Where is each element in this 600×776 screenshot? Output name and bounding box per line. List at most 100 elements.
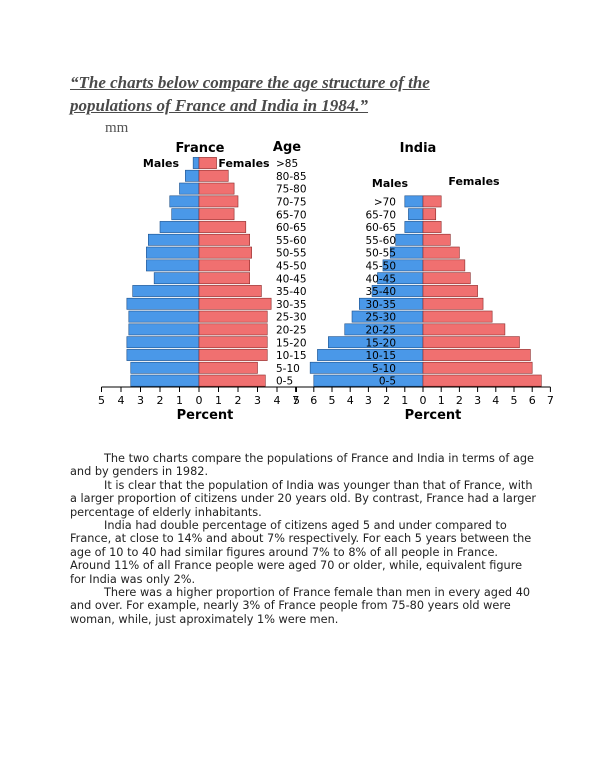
india-tick-label-2: 5 [329,394,336,407]
india-age-label-20-25: 20-25 [365,325,396,337]
france-age-label-15-20: 15-20 [276,337,307,349]
paragraph-1: The two charts compare the populations o… [70,452,535,479]
india-tick-label-4: 3 [365,394,372,407]
india-tick-label-7: 0 [420,394,427,407]
france-age-label-55-60: 55-60 [276,235,307,247]
france-female-bar-55-60 [198,233,251,246]
france-tick-label-3: 2 [157,394,164,407]
france-tick-label-4: 1 [176,394,183,407]
france-female-bar-25-30 [198,310,268,323]
france-male-bar-10-15 [126,349,200,361]
france-females-label: Females [218,157,270,170]
india-male-bar-65-70 [408,208,424,221]
india-tick-label-10: 3 [474,394,481,407]
india-age-label-60-65: 60-65 [365,222,396,234]
india-female-bar-0-5 [422,374,542,387]
france-female-bar-40-45 [198,272,251,285]
paragraph-3: India had double percentage of citizens … [70,519,532,586]
india-age-label-5-10: 5-10 [372,363,396,375]
body-text: The two charts compare the populations o… [70,452,540,626]
france-male-bar-75-80 [179,182,200,195]
india-female-bar-50-55 [422,246,460,259]
india-age-label-35-40: 35-40 [365,286,396,298]
france-male-bar-40-45 [153,272,200,285]
france-tick-label-7: 2 [235,394,242,407]
france-male-bar-50-55 [146,246,200,259]
india-females-label: Females [448,175,500,188]
india-age-label-30-35: 30-35 [365,299,396,311]
india-female-bar-55-60 [422,233,451,246]
france-female-bar-10-15 [198,349,268,361]
france-age-label-5-10: 5-10 [276,363,300,375]
india-female-bar-60-65 [422,221,442,233]
france-age-label-35-40: 35-40 [276,286,307,298]
france-female-bar-5-10 [198,361,258,374]
india-tick-label-3: 4 [347,394,354,407]
france-female-bar-65-70 [198,208,235,221]
india-age-label-15-20: 15-20 [365,337,396,349]
paragraph-4: There was a higher proportion of France … [70,586,531,626]
india-chart: 0-55-1010-1515-2020-2525-3030-3535-4040-… [292,195,554,407]
india-female-bar-15-20 [422,336,520,349]
france-age-label-10-15: 10-15 [276,350,307,362]
france-age-label-65-70: 65-70 [276,209,307,221]
age-label: Age [273,140,301,155]
india-tick-label-1: 6 [310,394,317,407]
france-title: France [175,141,224,156]
france-tick-label-5: 0 [196,394,203,407]
india-age-label-10-15: 10-15 [365,350,396,362]
france-male-bar-80-85 [185,169,200,182]
paragraph-2: It is clear that the population of India… [70,478,537,519]
india-female-bar-10-15 [422,349,531,361]
india-tick-label-8: 1 [438,394,445,407]
india-age-label-50-55: 50-55 [365,248,396,260]
india-male-bar->70 [404,195,424,208]
india-female-bar-25-30 [422,310,493,323]
india-percent-label: Percent [405,408,462,423]
france-tick-label-10: 5 [293,394,300,407]
france-age-label-80-85: 80-85 [276,171,307,183]
france-female-bar-70-75 [198,195,239,208]
india-female-bar-65-70 [422,208,437,221]
france-female-bar-75-80 [198,182,235,195]
france-age-label-45-50: 45-50 [276,261,307,273]
india-males-label: Males [372,177,409,190]
france-female-bar-30-35 [198,297,272,310]
india-age-label-65-70: 65-70 [365,209,396,221]
france-age-label-70-75: 70-75 [276,197,307,209]
france-age-label-75-80: 75-80 [276,184,307,196]
heading-line-1: “The charts below compare the age struct… [70,73,430,92]
france-tick-label-9: 4 [274,394,281,407]
france-age-label-0-5: 0-5 [276,376,293,388]
india-female-bar-5-10 [422,361,533,374]
population-pyramid-charts: France Age Males Females Percent 0-55-10… [98,140,554,423]
india-male-bar-5-10 [309,361,424,374]
france-tick-label-8: 3 [254,394,261,407]
france-tick-label-6: 1 [215,394,222,407]
france-age-label-25-30: 25-30 [276,312,307,324]
india-male-bar-55-60 [395,233,424,246]
india-female-bar->70 [422,195,442,208]
france-male-bar-45-50 [146,259,200,272]
france-chart: 0-55-1010-1515-2020-2525-3030-3535-4040-… [98,157,307,407]
india-age-label-45-50: 45-50 [365,261,396,273]
france-female-bar-60-65 [198,221,247,233]
france-female-bar-50-55 [198,246,252,259]
france-age-label-50-55: 50-55 [276,248,307,260]
india-age-label-25-30: 25-30 [365,312,396,324]
france-male-bar-60-65 [159,221,200,233]
france-age-label->85: >85 [276,158,298,170]
france-male-bar-55-60 [148,233,200,246]
france-male-bar-25-30 [128,310,200,323]
france-female-bar-80-85 [198,169,229,182]
india-tick-label-12: 5 [511,394,518,407]
india-tick-label-13: 6 [529,394,536,407]
india-age-label->70: >70 [374,197,396,209]
france-percent-label: Percent [177,408,234,423]
india-tick-label-9: 2 [456,394,463,407]
france-age-label-40-45: 40-45 [276,273,307,285]
france-male-bar-30-35 [126,297,200,310]
france-age-label-30-35: 30-35 [276,299,307,311]
india-female-bar-35-40 [422,285,478,297]
